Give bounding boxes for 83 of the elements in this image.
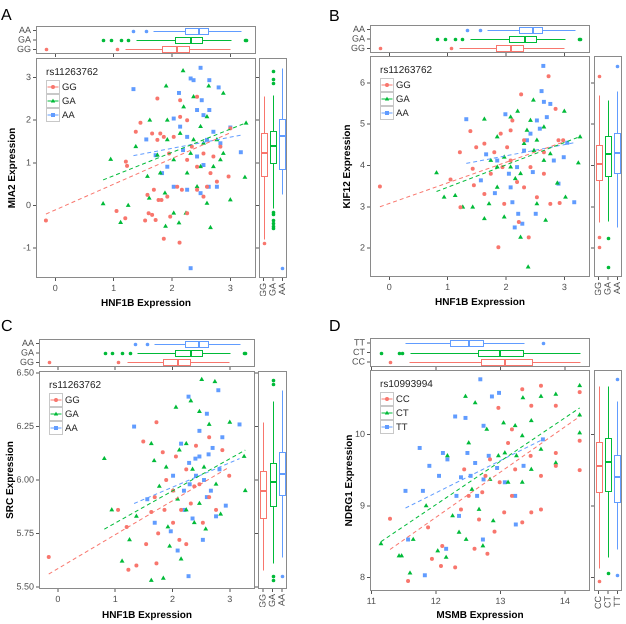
y-tick-label: CC (352, 356, 366, 367)
x-axis-title: HNF1B Expression (434, 296, 526, 308)
y-axis-title: KIF12 Expression (342, 124, 353, 208)
chart-title: A (1, 7, 12, 24)
x-tick-label: 1 (445, 282, 450, 292)
y-axis-title: SRC Expression (4, 441, 16, 519)
y-tick-label: 6.50 (16, 368, 34, 378)
y-tick-label: AA (18, 25, 31, 36)
chart-title: C (1, 318, 13, 335)
legend-title: rs11263762 (380, 64, 433, 76)
chart-title: B (329, 8, 340, 25)
legend-label: TT (396, 422, 408, 434)
x-axis-title: MSMB Expression (436, 610, 524, 621)
y-tick-label: CT (353, 346, 366, 357)
y-tick-label: 5.50 (16, 581, 34, 592)
y-tick-label: 1 (26, 157, 31, 168)
y-tick-label: 10 (354, 428, 365, 439)
x-tick-label: AA (612, 282, 622, 294)
y-tick-label: 5.75 (16, 528, 34, 538)
x-tick-label: 2 (170, 594, 176, 604)
x-tick-label: TT (612, 596, 622, 607)
chart-title: D (329, 318, 341, 335)
y-tick-label: GA (352, 33, 365, 44)
x-tick-label: GA (602, 282, 612, 296)
x-tick-label: 13 (495, 596, 506, 606)
x-tick-label: 0 (55, 594, 60, 604)
legend-label: GA (65, 409, 80, 420)
y-tick-label: -1 (22, 242, 31, 253)
y-tick-label: GG (350, 42, 365, 53)
legend-label: AA (65, 423, 78, 434)
x-tick-label: AA (276, 594, 287, 606)
legend-title: rs10993994 (380, 378, 434, 390)
x-tick-label: 11 (366, 596, 376, 606)
y-tick-label: 6.00 (16, 474, 34, 484)
y-tick-label: 4 (360, 160, 365, 170)
y-tick-label: 5 (360, 118, 365, 129)
y-tick-label: GG (16, 44, 31, 54)
y-axis-title: MIA2 Expression (6, 128, 18, 208)
legend-title: rs11263762 (49, 380, 102, 391)
legend-label: GA (396, 94, 410, 106)
x-tick-label: 2 (169, 282, 174, 293)
x-tick-label: 0 (386, 282, 392, 292)
y-tick-label: AA (22, 338, 34, 348)
y-tick-label: AA (352, 24, 365, 34)
legend-label: CT (396, 408, 409, 420)
y-tick-label: 6 (360, 77, 365, 88)
x-tick-label: 14 (560, 596, 570, 606)
x-tick-label: CC (593, 596, 604, 609)
x-tick-label: GA (267, 283, 278, 296)
x-axis-title: HNF1B Expression (100, 298, 192, 309)
x-tick-label: 3 (227, 594, 232, 604)
legend-label: AA (62, 110, 76, 122)
y-tick-label: GG (20, 356, 34, 367)
x-tick-label: CT (602, 596, 612, 608)
y-tick-label: 2 (360, 242, 365, 253)
x-tick-label: 2 (503, 282, 508, 292)
y-tick-label: GA (20, 347, 34, 358)
y-tick-label: 3 (26, 72, 31, 82)
legend-label: AA (396, 108, 410, 120)
y-tick-label: 9 (360, 500, 365, 510)
y-tick-label: TT (354, 337, 366, 348)
legend-label: CC (396, 394, 410, 406)
y-tick-label: GA (18, 34, 31, 44)
y-axis-title: NDRG1 Expression (344, 434, 355, 526)
y-tick-label: 8 (360, 572, 365, 582)
x-tick-label: 1 (112, 594, 118, 604)
legend-label: GA (62, 96, 76, 108)
y-tick-label: 2 (26, 114, 31, 125)
legend-label: GG (65, 395, 80, 406)
x-tick-label: 3 (228, 282, 233, 293)
x-tick-label: GA (266, 594, 277, 608)
x-axis-title: HNF1B Expression (102, 610, 192, 621)
y-tick-label: 3 (360, 201, 365, 212)
y-tick-label: 0 (26, 200, 31, 210)
x-tick-label: 3 (562, 282, 567, 292)
x-tick-label: AA (276, 283, 287, 296)
legend-label: GG (396, 80, 411, 92)
x-tick-label: 12 (430, 596, 441, 606)
legend-label: GG (62, 82, 77, 94)
x-tick-label: 1 (111, 282, 116, 293)
x-tick-label: 0 (52, 282, 58, 293)
legend-title: rs11263762 (46, 66, 99, 78)
y-tick-label: 6.25 (16, 421, 34, 432)
